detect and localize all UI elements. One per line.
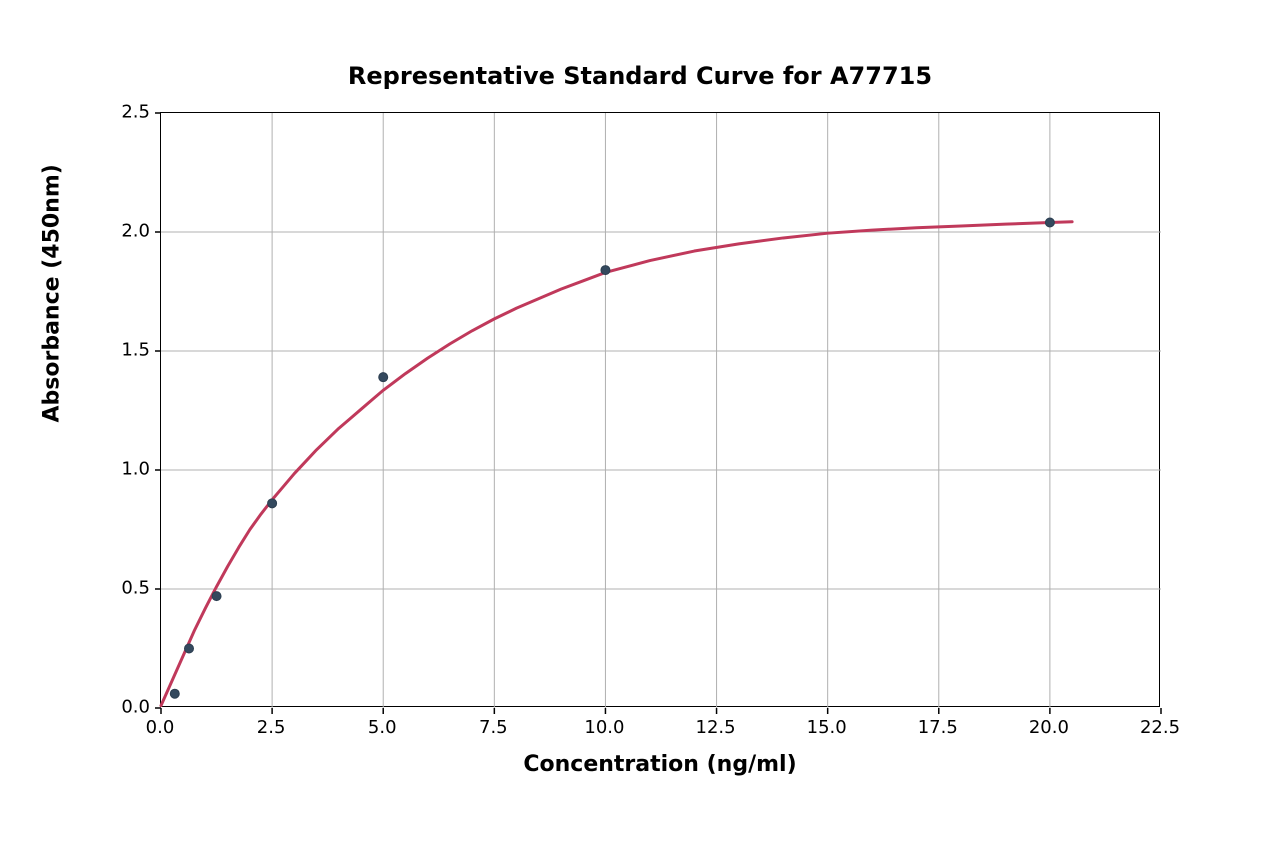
x-tick-label: 2.5 xyxy=(257,717,286,738)
y-tick-label: 1.0 xyxy=(110,459,150,480)
y-tick-label: 0.0 xyxy=(110,697,150,718)
y-axis-label: Absorbance (450nm) xyxy=(40,398,65,422)
plot-svg xyxy=(161,113,1161,708)
x-tick-label: 20.0 xyxy=(1029,717,1069,738)
y-tick-label: 2.0 xyxy=(110,221,150,242)
y-tick-label: 0.5 xyxy=(110,578,150,599)
figure: Representative Standard Curve for A77715… xyxy=(0,0,1280,845)
fitted-curve xyxy=(161,222,1072,706)
data-point xyxy=(1045,218,1054,227)
x-tick-label: 22.5 xyxy=(1140,717,1180,738)
x-tick-label: 5.0 xyxy=(368,717,397,738)
data-point xyxy=(601,266,610,275)
data-point xyxy=(170,689,179,698)
data-point xyxy=(268,499,277,508)
data-point xyxy=(379,373,388,382)
data-point xyxy=(212,592,221,601)
y-tick-label: 1.5 xyxy=(110,340,150,361)
x-tick-label: 10.0 xyxy=(584,717,624,738)
y-tick-label: 2.5 xyxy=(110,102,150,123)
data-point xyxy=(185,644,194,653)
x-tick-label: 17.5 xyxy=(918,717,958,738)
x-tick-label: 7.5 xyxy=(479,717,508,738)
plot-area xyxy=(160,112,1160,707)
x-axis-label: Concentration (ng/ml) xyxy=(160,752,1160,777)
x-tick-label: 0.0 xyxy=(146,717,175,738)
x-tick-label: 15.0 xyxy=(807,717,847,738)
x-tick-label: 12.5 xyxy=(696,717,736,738)
chart-title: Representative Standard Curve for A77715 xyxy=(0,62,1280,90)
